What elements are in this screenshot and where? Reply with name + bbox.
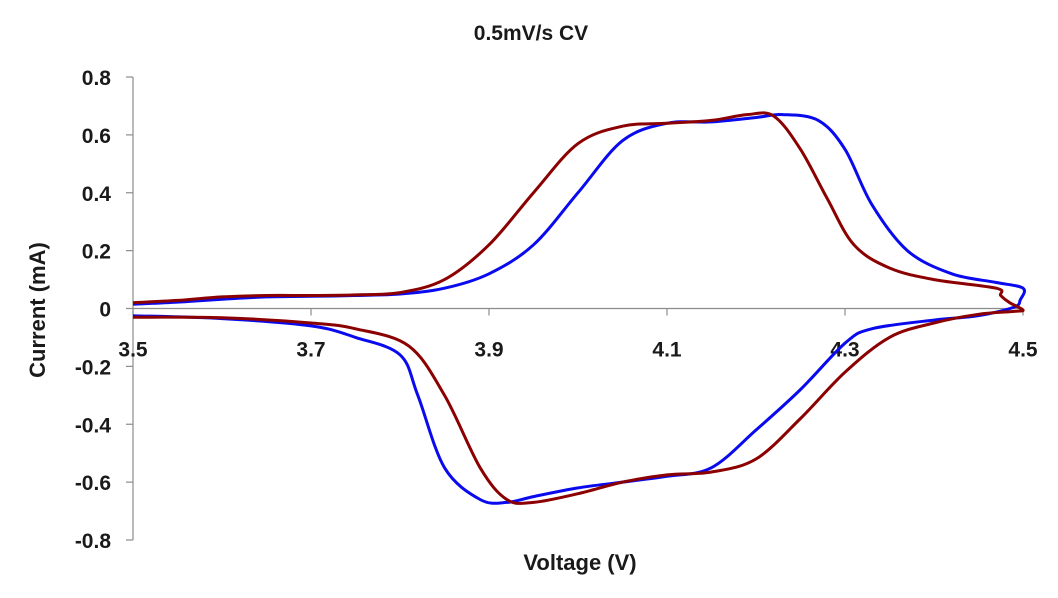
y-tick-label: -0.4	[75, 414, 112, 437]
y-tick-label: -0.6	[75, 472, 111, 495]
x-axis-title: Voltage (V)	[523, 550, 636, 575]
y-tick-label: 0.8	[82, 67, 112, 90]
x-tick-label: 4.3	[830, 339, 859, 362]
x-axis: 3.5 3.7 3.9 4.1 4.3 4.5	[118, 307, 1038, 362]
y-tick-label: 0.2	[82, 241, 111, 264]
x-tick-label: 3.5	[118, 339, 148, 362]
series-layer	[132, 111, 1026, 505]
series-line-1	[132, 113, 1026, 505]
y-tick-label: 0.4	[82, 183, 112, 206]
x-tick-label: 3.7	[296, 339, 325, 362]
y-tick-label: 0.6	[82, 125, 111, 148]
y-axis: 0.8 0.6 0.4 0.2 0 -0.2 -0.4 -0.6 -0.8	[75, 67, 134, 553]
x-tick-label: 4.5	[1008, 339, 1038, 362]
y-axis-title: Current (mA)	[25, 242, 50, 378]
y-tick-label: -0.8	[75, 530, 112, 553]
y-tick-label: -0.2	[75, 356, 111, 379]
series-line-2	[132, 111, 1025, 505]
chart-title: 0.5mV/s CV	[474, 22, 588, 45]
x-tick-label: 3.9	[474, 339, 503, 362]
y-tick-label: 0	[99, 299, 111, 322]
x-tick-label: 4.1	[652, 339, 682, 362]
